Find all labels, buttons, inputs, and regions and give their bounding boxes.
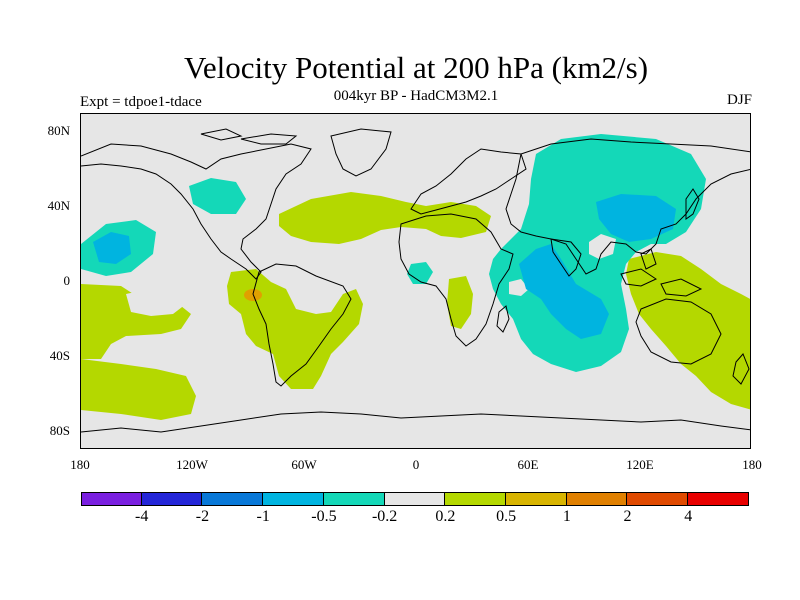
lon-label-60w: 60W (291, 457, 317, 472)
colorbar-label: 1 (562, 508, 571, 525)
colorbar-label: 0.5 (496, 508, 517, 525)
colorbar-label: 4 (684, 508, 693, 525)
experiment-label: Expt = tdpoe1-tdace (80, 94, 202, 110)
lon-label-180e: 180 (742, 457, 762, 472)
colorbar-label: -4 (135, 508, 149, 525)
colorbar-swatch (202, 492, 264, 506)
lon-label-180w: 180 (70, 457, 90, 472)
colorbar-swatch (566, 492, 628, 506)
colorbar-swatch (506, 492, 567, 506)
colorbar-label: 2 (623, 508, 632, 525)
negative-anomaly-regions (81, 134, 706, 372)
contour-map (81, 128, 750, 433)
colorbar-swatch (688, 492, 749, 506)
map-panel (80, 113, 751, 449)
lat-label-40s: 40S (49, 348, 70, 363)
lat-label-80n: 80N (47, 123, 70, 138)
lat-label-40n: 40N (47, 198, 70, 213)
coastlines (81, 128, 750, 433)
colorbar-label: -2 (195, 508, 210, 525)
colorbar-label: -0.5 (311, 508, 337, 525)
colorbar-swatch (445, 492, 507, 506)
colorbar-label: -0.2 (371, 508, 398, 525)
map-subtitle: 004kyr BP - HadCM3M2.1 (333, 88, 499, 104)
lon-label-120w: 120W (176, 457, 208, 472)
colorbar-swatch (263, 492, 324, 506)
colorbar-swatch (81, 492, 142, 506)
colorbar-swatch (141, 492, 203, 506)
colorbar-label: -1 (256, 508, 270, 525)
map-title: Velocity Potential at 200 hPa (km2/s) (183, 50, 649, 85)
colorbar-label: 0.2 (435, 508, 456, 525)
colorbar-swatch (323, 492, 385, 506)
negative-core-regions (93, 194, 676, 339)
positive-anomaly-regions (81, 192, 750, 420)
lon-label-60e: 60E (517, 457, 539, 472)
lon-label-120e: 120E (626, 457, 654, 472)
season-label: DJF (726, 92, 752, 108)
lat-label-0: 0 (63, 273, 71, 288)
lon-label-0: 0 (412, 457, 420, 472)
colorbar-swatch (627, 492, 689, 506)
colorbar-swatch (384, 492, 446, 506)
lat-label-80s: 80S (49, 423, 70, 438)
colorbar (81, 492, 749, 506)
